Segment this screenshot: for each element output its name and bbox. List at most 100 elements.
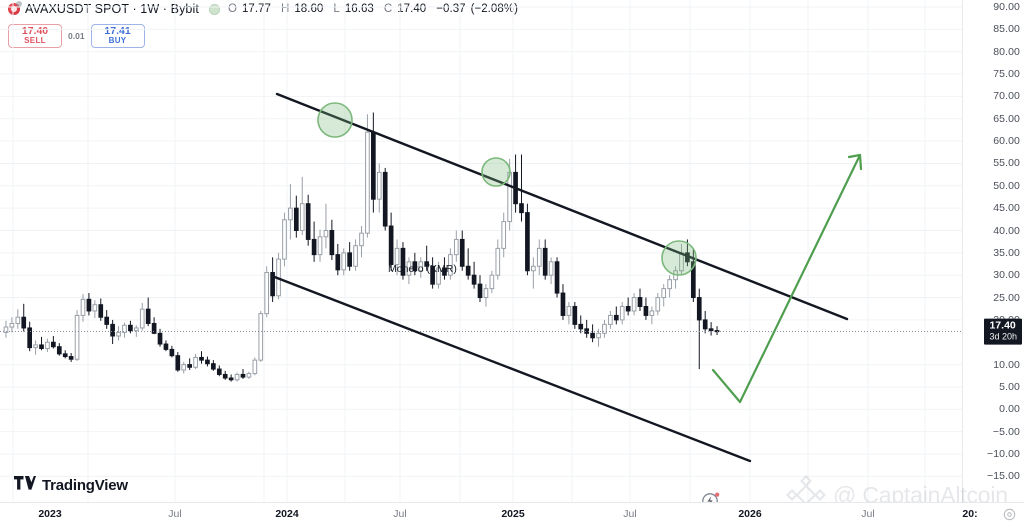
candle-body bbox=[371, 131, 376, 200]
candle-body bbox=[477, 283, 483, 299]
candle-body bbox=[3, 326, 9, 333]
candle-body bbox=[205, 359, 210, 365]
candle-body bbox=[169, 348, 175, 357]
ohlc-readout: O 17.77 H 18.60 L 16.63 C 17.40 −0.37 (−2.08%) bbox=[228, 3, 523, 15]
time-tick: Jul bbox=[861, 508, 875, 520]
candle-body bbox=[9, 322, 15, 328]
candle-body bbox=[501, 221, 507, 249]
ohlc-close-label: C bbox=[383, 3, 393, 15]
candle-body bbox=[578, 323, 584, 330]
price-tick: 50.00 bbox=[993, 179, 1020, 192]
candle-body bbox=[33, 344, 38, 349]
highlight-circle-rejection-1 bbox=[317, 102, 353, 138]
candle-body bbox=[655, 297, 661, 312]
candle-body bbox=[122, 324, 127, 333]
channel-line-channel-upper bbox=[275, 92, 849, 321]
vertical-gridlines bbox=[12, 0, 926, 502]
price-tick: 35.00 bbox=[993, 246, 1020, 259]
buy-price: 17.41 bbox=[104, 25, 131, 37]
candle-body bbox=[323, 230, 329, 238]
bullish-projection-arrow bbox=[711, 153, 863, 404]
candle-body bbox=[637, 297, 643, 307]
price-tick: −10.00 bbox=[986, 448, 1020, 460]
candle-body bbox=[702, 319, 708, 330]
candle-body bbox=[489, 274, 495, 290]
price-scale[interactable]: 90.00 85.00 80.00 75.00 70.00 65.00 60.00 55.00… bbox=[962, 0, 1024, 502]
candle-body bbox=[542, 247, 548, 276]
time-scale[interactable]: 2023 Jul 2024 Jul 2025 Jul 2026 Jul 20: bbox=[0, 502, 1024, 527]
ohlc-high-value: 18.60 bbox=[294, 3, 324, 15]
ohlc-low-label: L bbox=[333, 3, 340, 15]
chart-plot-area[interactable]: Monero (XMR) bbox=[0, 0, 962, 502]
current-price-badge[interactable]: 17.40 3d 20h bbox=[984, 318, 1022, 345]
chart-canvas: Monero (XMR) bbox=[0, 0, 962, 502]
price-tick: 40.00 bbox=[993, 224, 1020, 237]
candle-body bbox=[45, 341, 50, 350]
candle-body bbox=[211, 363, 216, 370]
time-tick: 2023 bbox=[38, 508, 62, 520]
ohlc-open-label: O bbox=[227, 3, 237, 15]
time-tick: Jul bbox=[393, 508, 407, 520]
candle-body bbox=[649, 310, 655, 316]
price-tick: 65.00 bbox=[993, 112, 1020, 125]
candle-body bbox=[311, 238, 317, 256]
sell-price: 17.40 bbox=[21, 25, 49, 37]
candle-body bbox=[690, 261, 696, 299]
candle-body bbox=[193, 356, 198, 368]
rejection-highlights bbox=[317, 102, 697, 276]
candle-body bbox=[554, 261, 560, 294]
time-tick: Jul bbox=[623, 508, 637, 520]
tradingview-mark-icon bbox=[14, 476, 36, 494]
time-tick: 2024 bbox=[275, 508, 299, 520]
candle-body bbox=[631, 297, 637, 312]
price-tick: 90.00 bbox=[993, 1, 1020, 13]
candle-body bbox=[110, 323, 115, 337]
candle-body bbox=[151, 322, 157, 334]
price-tick: 0.00 bbox=[999, 403, 1020, 416]
candle-body bbox=[560, 292, 566, 316]
channel-line-channel-lower bbox=[270, 274, 752, 463]
candlestick-series bbox=[3, 112, 720, 382]
candle-body bbox=[359, 232, 364, 247]
price-tick: 10.00 bbox=[993, 358, 1020, 371]
candle-body bbox=[459, 238, 465, 267]
candle-body bbox=[548, 261, 554, 276]
candle-body bbox=[15, 316, 21, 324]
candle-body bbox=[282, 219, 287, 260]
price-tick: −15.00 bbox=[986, 470, 1020, 483]
symbol-title[interactable]: AVAXUSDT SPOT · 1W · Bybit bbox=[25, 2, 199, 16]
candle-body bbox=[199, 356, 204, 361]
price-tick: 25.00 bbox=[993, 291, 1020, 304]
series-label: Monero (XMR) bbox=[388, 263, 457, 275]
candle-body bbox=[400, 247, 406, 276]
price-tick: −5.00 bbox=[992, 425, 1020, 438]
candle-body bbox=[667, 279, 672, 290]
ohlc-high-label: H bbox=[280, 3, 290, 15]
candle-body bbox=[483, 288, 489, 299]
candle-body bbox=[317, 236, 323, 256]
projection-arrowhead bbox=[847, 153, 863, 171]
candle-body bbox=[139, 308, 145, 329]
candle-body bbox=[424, 261, 430, 267]
buy-button[interactable]: 17.41 BUY bbox=[90, 24, 145, 49]
candle-body bbox=[495, 247, 501, 276]
sell-button[interactable]: 17.40 SELL bbox=[8, 24, 62, 49]
candle-body bbox=[293, 207, 299, 231]
candle-body bbox=[353, 245, 358, 267]
tv-glyph-icon bbox=[14, 476, 36, 490]
candle-body bbox=[412, 261, 418, 272]
spread-value: 0.01 bbox=[68, 31, 85, 42]
candle-body bbox=[590, 332, 595, 339]
candle-body bbox=[335, 254, 341, 271]
candle-body bbox=[234, 373, 240, 381]
tradingview-logo: TradingView bbox=[14, 476, 128, 494]
candle-body bbox=[619, 305, 625, 321]
candle-body bbox=[252, 359, 258, 375]
candle-body bbox=[376, 171, 382, 200]
chart-settings-gear-icon[interactable] bbox=[1003, 508, 1016, 521]
candle-body bbox=[365, 131, 370, 234]
time-tick: 20: bbox=[962, 508, 978, 520]
candle-body bbox=[418, 261, 424, 272]
candle-body bbox=[608, 314, 613, 325]
candle-body bbox=[596, 332, 601, 339]
